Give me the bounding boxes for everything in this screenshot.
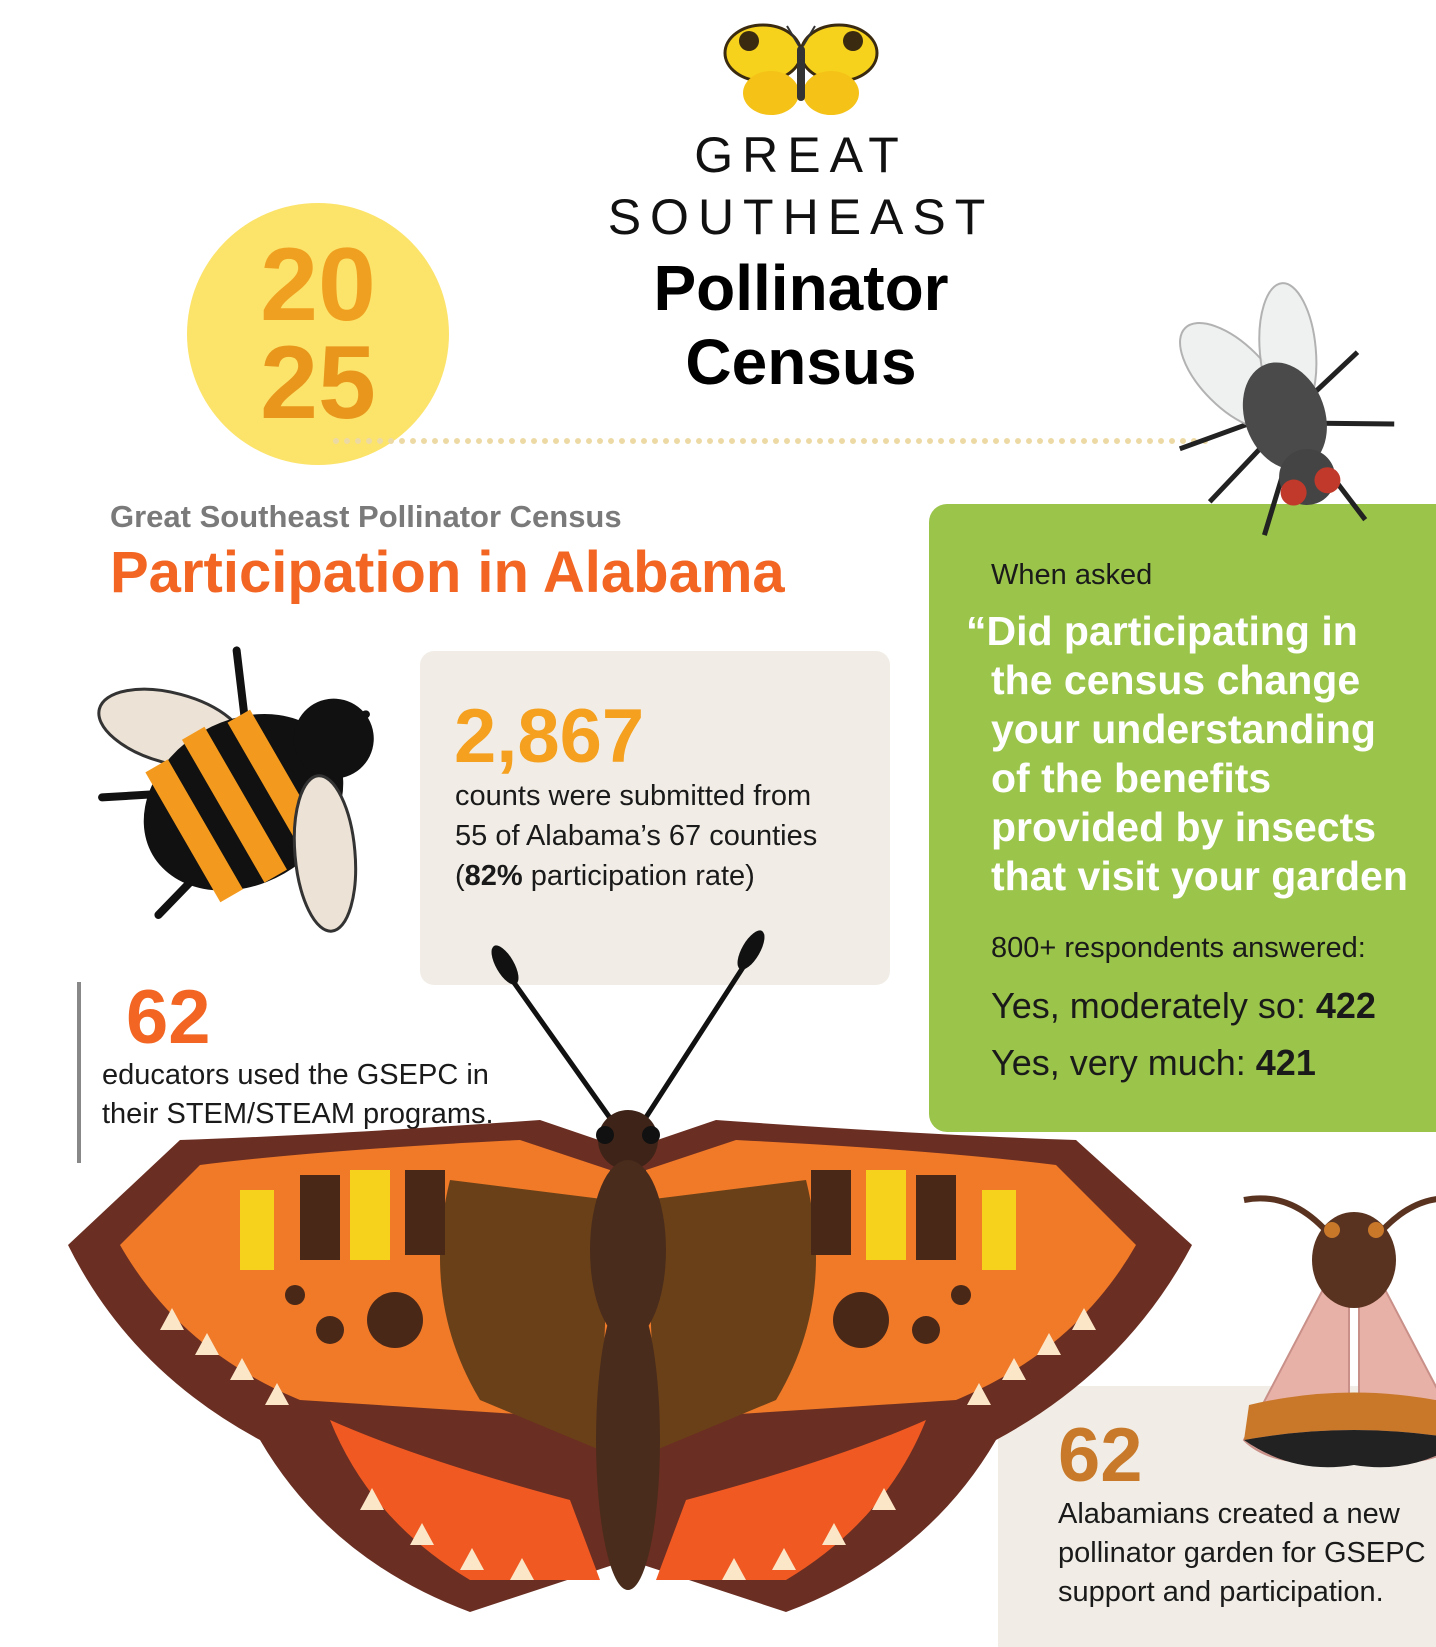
logo-text: Pollinator (653, 252, 948, 324)
stat-text: Alabamians created a new (1058, 1498, 1401, 1530)
respondents: 800+ respondents answered: (991, 932, 1366, 964)
stat-text: 55 of Alabama’s 67 counties (455, 820, 817, 852)
title: Participation in Alabama (110, 540, 785, 605)
question-line: the census change (991, 657, 1360, 703)
stat-bold: 82% (465, 860, 523, 892)
question-line: your understanding (991, 706, 1376, 752)
stat-text: pollinator garden for GSEPC (1058, 1537, 1426, 1569)
question-line: “Did participating in (966, 608, 1358, 654)
bee-illustration (42, 573, 458, 1013)
stat-text: support and participation. (1058, 1576, 1384, 1608)
moth-illustration (1244, 1198, 1436, 1467)
logo-text: SOUTHEAST (608, 189, 995, 245)
subtitle: Great Southeast Pollinator Census (110, 499, 622, 534)
stat-text: their STEM/STEAM programs. (102, 1098, 494, 1130)
logo-text: Census (685, 326, 916, 398)
stat-text: counts were submitted from (455, 780, 811, 812)
survey-intro: When asked (991, 559, 1152, 591)
logo-butterfly (725, 25, 877, 115)
stat-number: 62 (1058, 1413, 1143, 1498)
infographic: GREAT SOUTHEAST Pollinator Census 20 25 … (0, 0, 1436, 1647)
stat-number: 2,867 (454, 694, 644, 779)
stat-text: ( (455, 860, 465, 892)
answer-label: Yes, very much: (991, 1042, 1256, 1083)
answer: Yes, very much: 421 (991, 1042, 1316, 1083)
answer-count: 421 (1256, 1042, 1316, 1083)
logo-text: GREAT (694, 127, 908, 183)
stat-text: educators used the GSEPC in (102, 1059, 489, 1091)
answer-count: 422 (1316, 985, 1376, 1026)
question-line: that visit your garden (991, 853, 1408, 899)
stat-text: (82% participation rate) (455, 860, 755, 892)
question-line: provided by insects (991, 804, 1376, 850)
stat-number: 62 (126, 975, 211, 1060)
page: {"logo": {"line1": "GREAT", "line2": "SO… (0, 0, 1436, 1647)
answer-label: Yes, moderately so: (991, 985, 1316, 1026)
year-text: 25 (260, 325, 376, 441)
answer: Yes, moderately so: 422 (991, 985, 1376, 1026)
question-line: of the benefits (991, 755, 1271, 801)
stat-text: participation rate) (523, 860, 755, 892)
